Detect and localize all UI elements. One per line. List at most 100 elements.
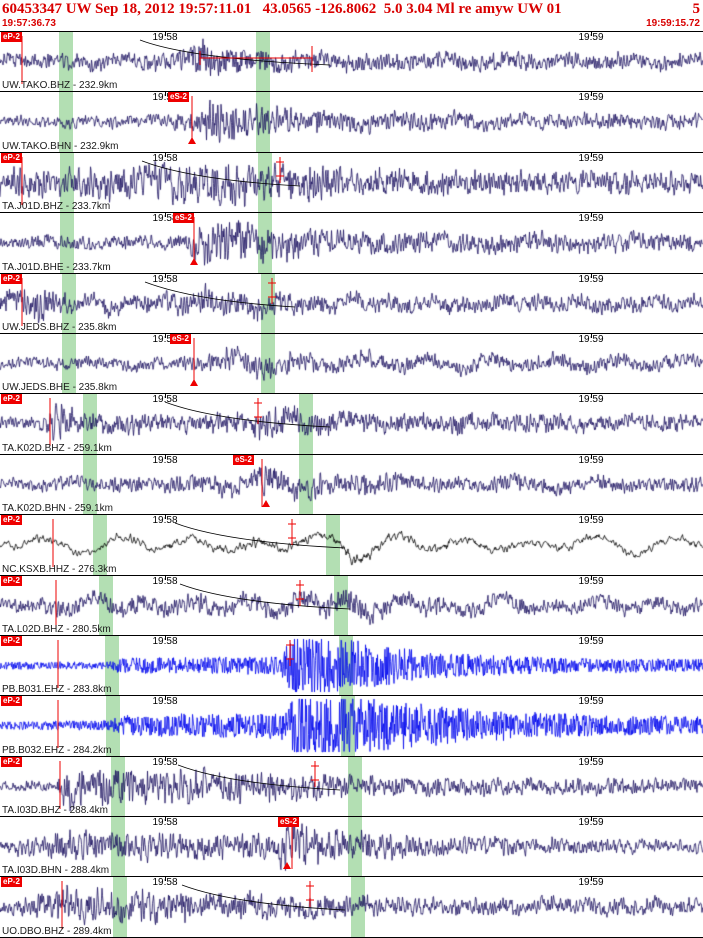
trace-row: eS-2 19:58 19:59 UW.TAKO.BHN - 232.9km bbox=[0, 92, 703, 153]
time-tick bbox=[165, 756, 166, 761]
time-tick-label: 19:58 bbox=[152, 454, 178, 466]
time-tick bbox=[165, 213, 166, 218]
pick-overlay bbox=[190, 217, 198, 266]
s-pick-label[interactable]: eS-2 bbox=[278, 817, 299, 828]
p-pick-label[interactable]: eP-2 bbox=[1, 575, 22, 586]
pick-overlay bbox=[21, 36, 331, 84]
station-label: TA.I03D.BHN - 288.4km bbox=[2, 865, 110, 877]
time-tick bbox=[591, 756, 592, 761]
time-tick bbox=[165, 575, 166, 580]
pick-overlay bbox=[188, 96, 196, 145]
event-summary: 60453347 UW Sep 18, 2012 19:57:11.01 43.… bbox=[2, 1, 562, 17]
seismogram-trace[interactable] bbox=[0, 817, 703, 877]
trace-row: eP-2 19:58 19:59 UW.JEDS.BHZ - 235.8km bbox=[0, 273, 703, 334]
page-number: 5 bbox=[692, 1, 701, 17]
p-pick-label[interactable]: eP-2 bbox=[1, 696, 22, 707]
station-label: UW.JEDS.BHZ - 235.8km bbox=[2, 321, 117, 333]
seismogram-trace[interactable] bbox=[0, 454, 703, 514]
seismogram-trace[interactable] bbox=[0, 92, 703, 152]
station-label: UW.TAKO.BHZ - 232.9km bbox=[2, 80, 118, 92]
time-tick-label: 19:58 bbox=[152, 394, 178, 406]
station-label: TA.L02D.BHZ - 280.5km bbox=[2, 623, 111, 635]
trace-row: eS-2 19:58 19:59 TA.K02D.BHN - 259.1km bbox=[0, 454, 703, 516]
station-label: PB.B031.EHZ - 283.8km bbox=[2, 684, 112, 696]
p-pick-label[interactable]: eP-2 bbox=[1, 152, 22, 163]
time-tick bbox=[591, 454, 592, 459]
time-tick bbox=[165, 32, 166, 36]
seismogram-trace[interactable] bbox=[0, 575, 703, 635]
trace-row: eS-2 19:58 19:59 TA.I03D.BHN - 288.4km bbox=[0, 817, 703, 878]
time-tick bbox=[591, 32, 592, 36]
time-tick-label: 19:59 bbox=[578, 333, 604, 345]
pick-overlay bbox=[59, 760, 341, 809]
time-tick bbox=[165, 696, 166, 701]
time-tick-label: 19:59 bbox=[578, 515, 604, 527]
coda-decay-curve bbox=[179, 583, 351, 609]
s-pick-label[interactable]: eS-2 bbox=[173, 213, 194, 224]
pick-overlay bbox=[283, 821, 293, 870]
s-pick-label[interactable]: eS-2 bbox=[233, 454, 254, 465]
time-tick bbox=[165, 635, 166, 640]
pick-flag-triangle[interactable] bbox=[190, 258, 198, 266]
time-tick bbox=[591, 515, 592, 520]
seismogram-trace[interactable] bbox=[0, 152, 703, 212]
pick-flag-triangle[interactable] bbox=[190, 378, 198, 386]
trace-row: eP-2 19:58 19:59 PB.B032.EHZ - 284.2km bbox=[0, 696, 703, 757]
p-pick-label[interactable]: eP-2 bbox=[1, 877, 22, 888]
pick-flag-triangle[interactable] bbox=[283, 862, 291, 870]
station-label: TA.I03D.BHZ - 288.4km bbox=[2, 805, 108, 817]
station-label: PB.B032.EHZ - 284.2km bbox=[2, 744, 112, 756]
seismogram-trace[interactable] bbox=[0, 333, 703, 393]
p-pick-label[interactable]: eP-2 bbox=[1, 515, 22, 526]
seismogram-trace[interactable] bbox=[0, 394, 703, 454]
time-tick bbox=[591, 635, 592, 640]
s-pick-label[interactable]: eS-2 bbox=[168, 92, 189, 103]
station-label: UW.TAKO.BHN - 232.9km bbox=[2, 140, 119, 152]
seismogram-trace[interactable] bbox=[0, 273, 703, 333]
station-label: TA.J01D.BHZ - 233.7km bbox=[2, 201, 111, 213]
trace-row: eS-2 19:58 19:59 TA.J01D.BHE - 233.7km bbox=[0, 213, 703, 274]
seismogram-trace[interactable] bbox=[0, 32, 703, 91]
s-pick-label[interactable]: eS-2 bbox=[170, 333, 191, 344]
coda-decay-curve bbox=[181, 885, 346, 911]
event-summary-row: 60453347 UW Sep 18, 2012 19:57:11.01 43.… bbox=[2, 1, 700, 18]
seismogram-trace[interactable] bbox=[0, 635, 703, 695]
p-pick-label[interactable]: eP-2 bbox=[1, 635, 22, 646]
time-tick-label: 19:58 bbox=[152, 756, 178, 768]
time-tick bbox=[165, 454, 166, 459]
seismogram-trace[interactable] bbox=[0, 756, 703, 816]
time-tick-label: 19:59 bbox=[578, 152, 604, 164]
coda-decay-curve bbox=[164, 401, 331, 428]
seismogram-trace[interactable] bbox=[0, 213, 703, 273]
p-pick-label[interactable]: eP-2 bbox=[1, 756, 22, 767]
seismogram-trace[interactable] bbox=[0, 877, 703, 937]
p-pick-label[interactable]: eP-2 bbox=[1, 394, 22, 405]
time-tick-label: 19:58 bbox=[152, 213, 178, 225]
pick-flag-triangle[interactable] bbox=[188, 137, 196, 145]
time-tick bbox=[165, 394, 166, 399]
pick-overlay bbox=[190, 337, 198, 386]
trace-row: eP-2 19:58 19:59 TA.L02D.BHZ - 280.5km bbox=[0, 575, 703, 636]
pick-overlay bbox=[57, 700, 59, 749]
pick-overlay bbox=[49, 398, 331, 447]
seismogram-trace[interactable] bbox=[0, 515, 703, 575]
trace-list: eP-2 19:58 19:59 UW.TAKO.BHZ - 232.9km eS-2 1… bbox=[0, 31, 703, 938]
time-tick-label: 19:59 bbox=[578, 92, 604, 104]
coda-decay-curve bbox=[174, 522, 346, 549]
pick-overlay bbox=[21, 277, 296, 326]
time-tick-label: 19:58 bbox=[152, 877, 178, 889]
p-pick-label[interactable]: eP-2 bbox=[1, 273, 22, 284]
time-tick-label: 19:58 bbox=[152, 32, 178, 43]
seismogram-trace[interactable] bbox=[0, 696, 703, 756]
trace-row: eP-2 19:58 19:59 UO.DBO.BHZ - 289.4km bbox=[0, 877, 703, 938]
pick-flag-triangle[interactable] bbox=[262, 499, 270, 507]
coda-decay-curve bbox=[141, 160, 301, 187]
p-pick-label[interactable]: eP-2 bbox=[1, 32, 22, 42]
station-label: UW.JEDS.BHE - 235.8km bbox=[2, 382, 118, 394]
time-tick-label: 19:59 bbox=[578, 32, 604, 43]
window-time-row: 19:57:36.73 19:59:15.72 bbox=[2, 18, 700, 30]
time-tick-label: 19:58 bbox=[152, 152, 178, 164]
time-tick-label: 19:58 bbox=[152, 515, 178, 527]
pick-overlay bbox=[261, 458, 270, 507]
window-end-time: 19:59:15.72 bbox=[646, 18, 700, 29]
